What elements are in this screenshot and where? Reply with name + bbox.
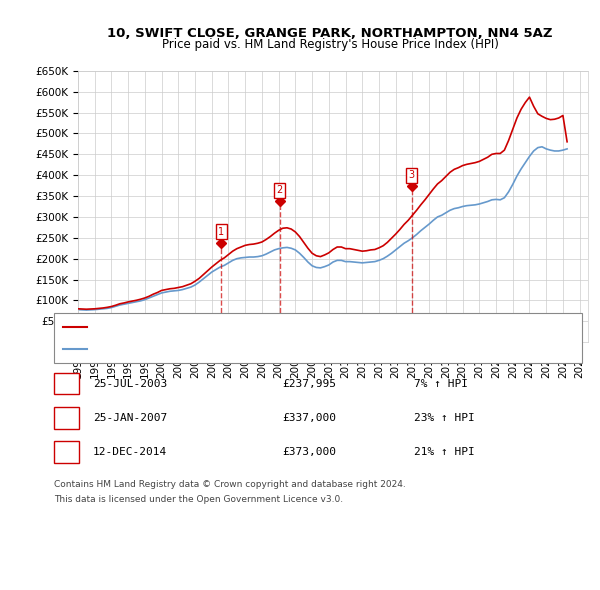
Text: 7% ↑ HPI: 7% ↑ HPI [414, 379, 468, 389]
Text: 2: 2 [63, 413, 70, 423]
Text: Price paid vs. HM Land Registry's House Price Index (HPI): Price paid vs. HM Land Registry's House … [161, 38, 499, 51]
Text: 10, SWIFT CLOSE, GRANGE PARK, NORTHAMPTON, NN4 5AZ: 10, SWIFT CLOSE, GRANGE PARK, NORTHAMPTO… [107, 27, 553, 40]
Text: 3: 3 [63, 447, 70, 457]
Text: 10, SWIFT CLOSE, GRANGE PARK, NORTHAMPTON, NN4 5AZ (detached house): 10, SWIFT CLOSE, GRANGE PARK, NORTHAMPTO… [91, 322, 472, 332]
Text: £237,995: £237,995 [282, 379, 336, 389]
Text: 21% ↑ HPI: 21% ↑ HPI [414, 447, 475, 457]
Text: 3: 3 [409, 170, 415, 180]
Text: HPI: Average price, detached house, West Northamptonshire: HPI: Average price, detached house, West… [91, 344, 388, 354]
Text: 1: 1 [218, 227, 224, 237]
Text: £337,000: £337,000 [282, 413, 336, 423]
Text: 23% ↑ HPI: 23% ↑ HPI [414, 413, 475, 423]
Text: 25-JUL-2003: 25-JUL-2003 [93, 379, 167, 389]
Text: 25-JAN-2007: 25-JAN-2007 [93, 413, 167, 423]
Text: 1: 1 [63, 379, 70, 389]
Text: Contains HM Land Registry data © Crown copyright and database right 2024.: Contains HM Land Registry data © Crown c… [54, 480, 406, 489]
Text: £373,000: £373,000 [282, 447, 336, 457]
Text: 12-DEC-2014: 12-DEC-2014 [93, 447, 167, 457]
Text: 2: 2 [277, 185, 283, 195]
Text: This data is licensed under the Open Government Licence v3.0.: This data is licensed under the Open Gov… [54, 495, 343, 504]
